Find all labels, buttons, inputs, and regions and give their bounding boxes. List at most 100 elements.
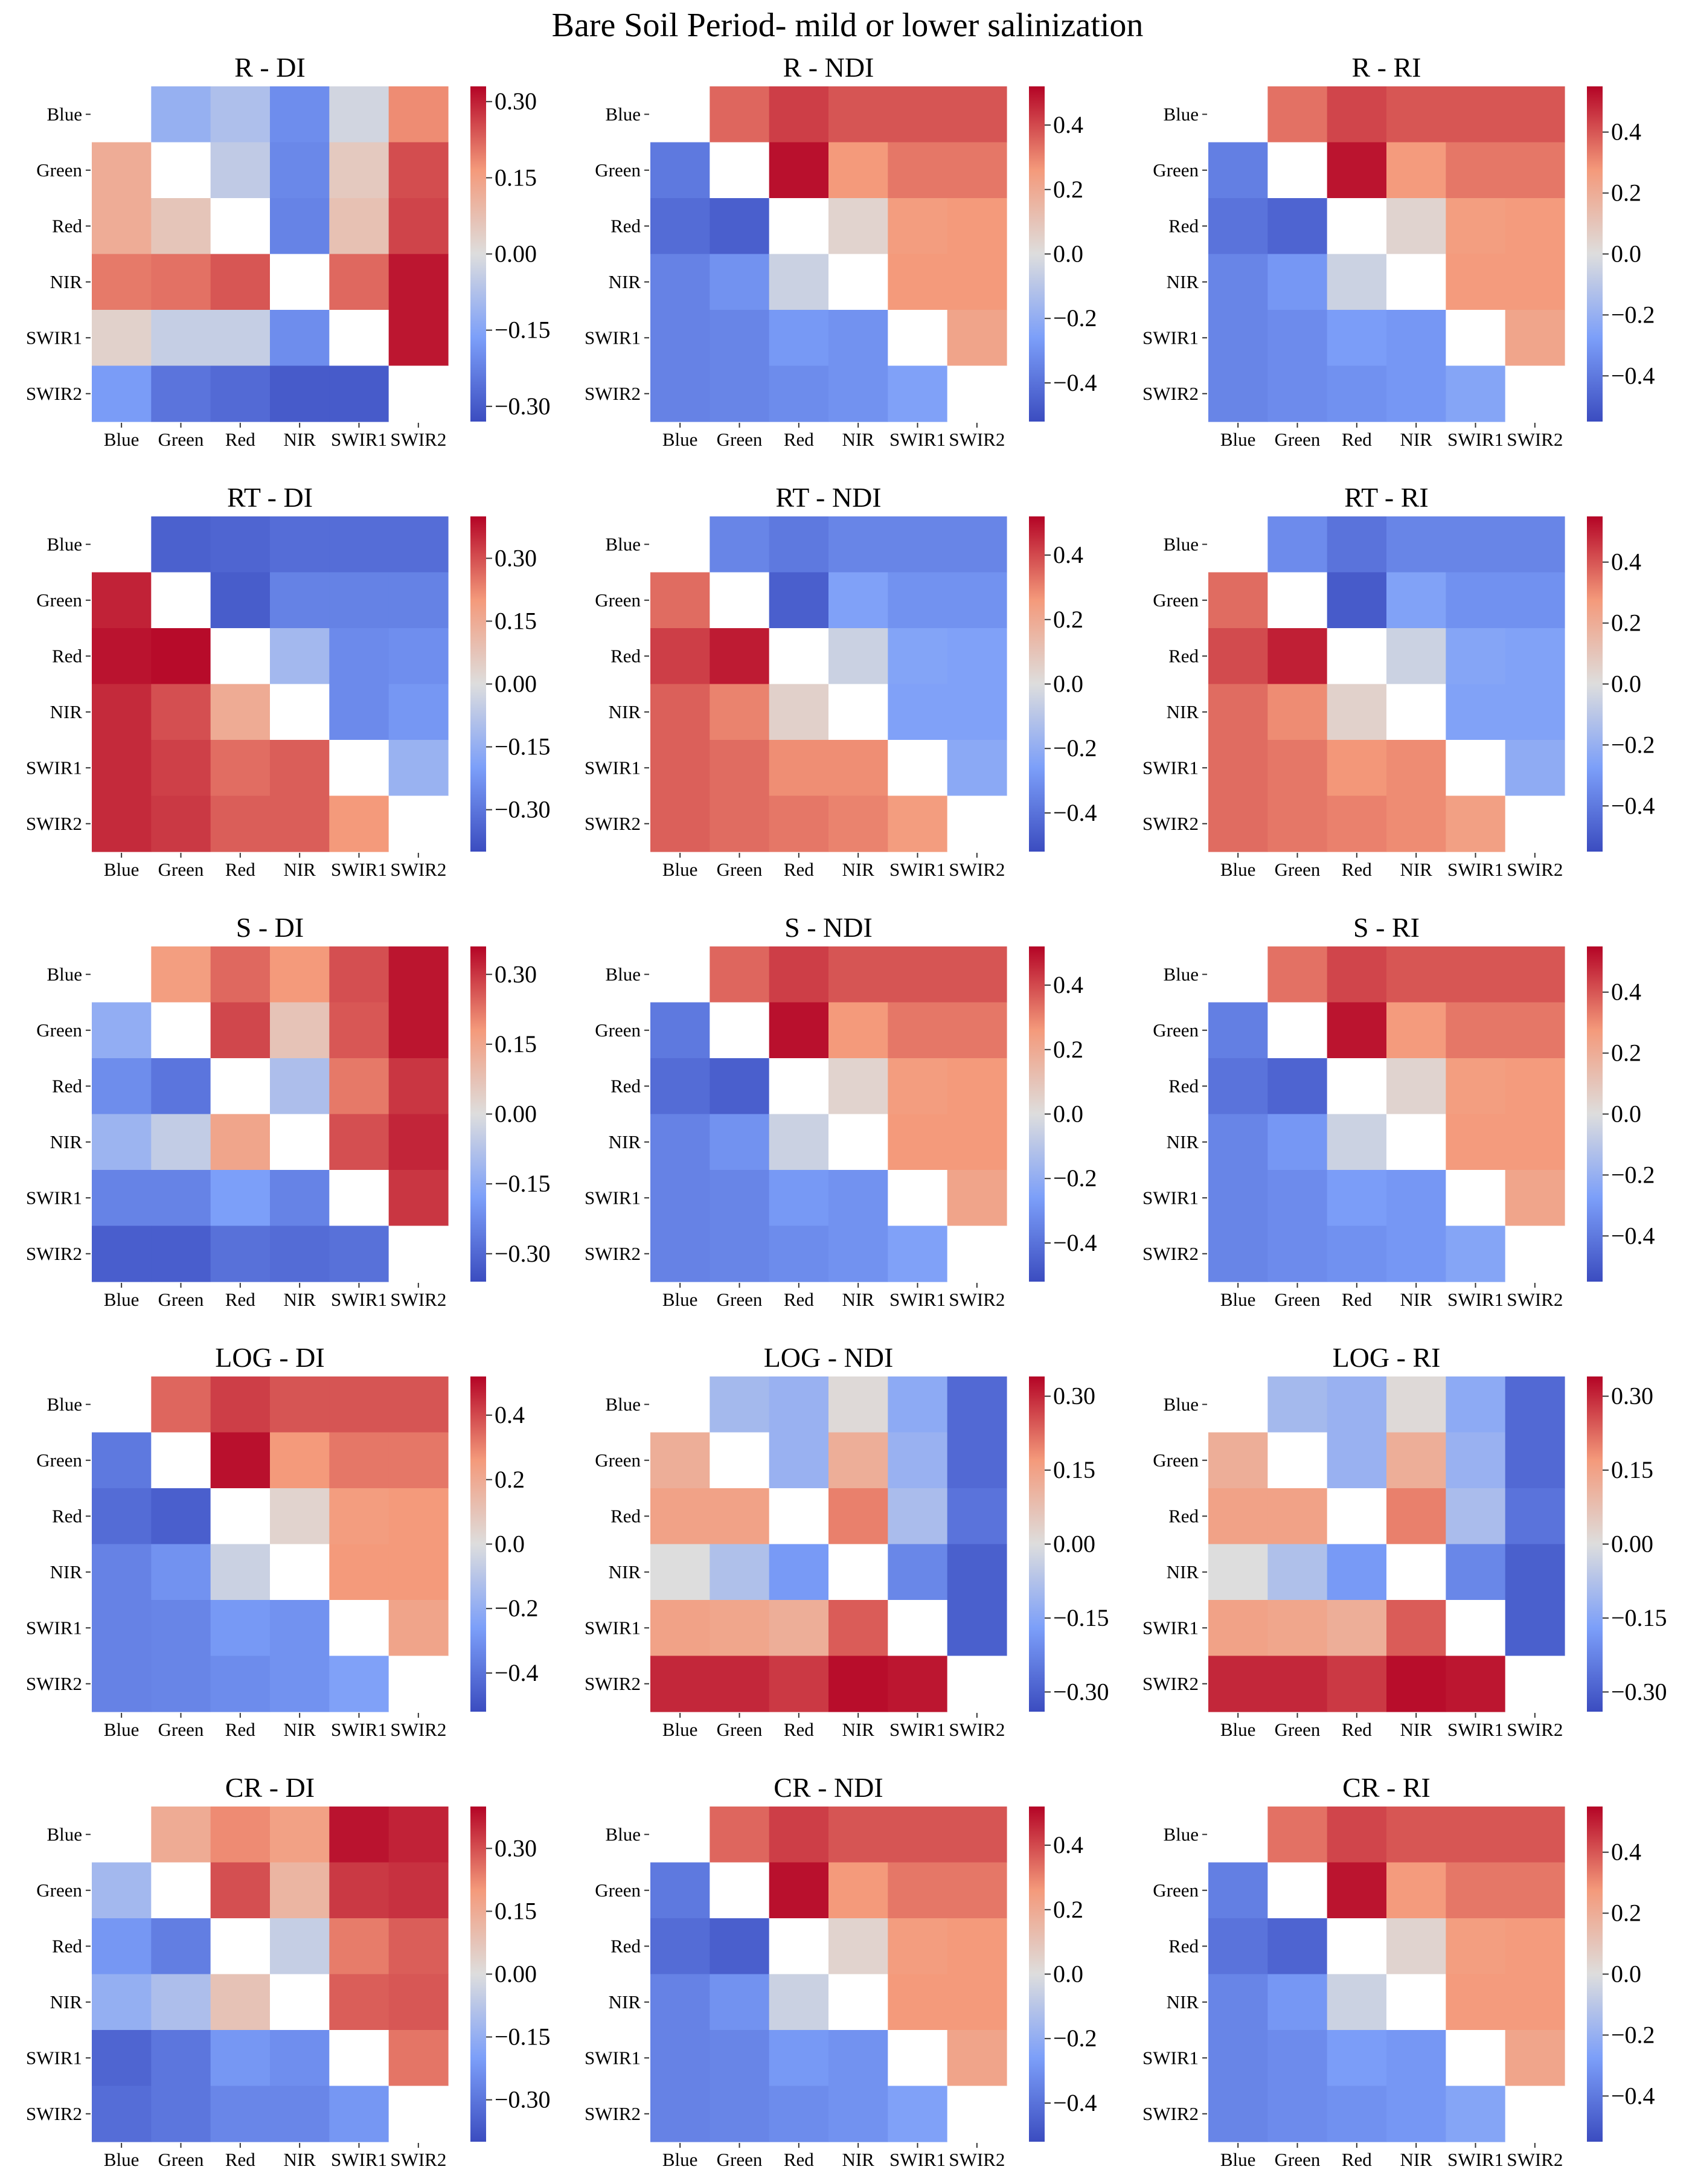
- heatmap-cell: [828, 1058, 888, 1115]
- heatmap-cell: [388, 2086, 449, 2142]
- heatmap-cell: [947, 1058, 1007, 1115]
- heatmap-cell: [151, 2030, 211, 2087]
- colorbar-tick-label: 0.0: [1053, 670, 1083, 698]
- heatmap-cell: [1386, 1058, 1446, 1115]
- heatmap-cell: [270, 1002, 330, 1059]
- y-tick-label: Blue: [605, 533, 641, 554]
- panel-title: S - DI: [236, 912, 304, 943]
- heatmap-cell: [947, 1114, 1007, 1171]
- heatmap-cell: [710, 628, 770, 685]
- heatmap-cell: [769, 1002, 829, 1059]
- heatmap-cell: [210, 1376, 271, 1433]
- heatmap-cell: [388, 628, 449, 685]
- colorbar-tick-label: 0.4: [495, 1401, 525, 1428]
- x-tick-label: Red: [1342, 2149, 1372, 2170]
- colorbar-tick-label: 0.30: [1053, 1383, 1095, 1410]
- heatmap-cell: [1327, 516, 1387, 573]
- heatmap-cell: [828, 1918, 888, 1975]
- colorbar-tick-label: 0.15: [495, 164, 537, 191]
- x-tick-label: Blue: [662, 859, 698, 880]
- heatmap-cell: [650, 1656, 710, 1712]
- heatmap-cell: [650, 1225, 710, 1282]
- heatmap-cell: [888, 1488, 948, 1545]
- x-tick-label: SWIR2: [1507, 859, 1563, 880]
- heatmap-cell: [1208, 1600, 1268, 1657]
- y-tick-label: Green: [595, 159, 641, 181]
- heatmap-cell: [650, 1170, 710, 1227]
- heatmap-cell: [947, 86, 1007, 143]
- x-tick-label: Red: [784, 429, 814, 450]
- colorbar-tick-label: −0.15: [1611, 1604, 1667, 1631]
- heatmap-cell: [1386, 1807, 1446, 1863]
- heatmap-cell: [1267, 1002, 1328, 1059]
- x-tick-label: NIR: [283, 1289, 316, 1310]
- heatmap-cell: [1267, 795, 1328, 852]
- heatmap-cell: [92, 365, 152, 422]
- x-tick-label: SWIR1: [331, 429, 387, 450]
- y-tick-label: SWIR2: [1142, 1673, 1199, 1694]
- colorbar-tick-label: −0.2: [1053, 304, 1097, 332]
- heatmap-cell: [388, 198, 449, 255]
- x-tick-label: Blue: [1220, 429, 1256, 450]
- colorbar-tick-label: 0.15: [1611, 1456, 1653, 1483]
- heatmap-cell: [1208, 1058, 1268, 1115]
- heatmap-cell: [650, 310, 710, 367]
- heatmap-cell: [710, 2030, 770, 2087]
- heatmap-cell: [769, 1376, 829, 1433]
- heatmap-cell: [151, 628, 211, 685]
- heatmap-cell: [769, 740, 829, 797]
- heatmap-cell: [650, 1918, 710, 1975]
- panel-title: CR - DI: [225, 1772, 315, 1803]
- heatmap-cell: [650, 198, 710, 255]
- heatmap-cell: [769, 1600, 829, 1657]
- heatmap-cell: [1386, 365, 1446, 422]
- y-tick-label: Red: [52, 1935, 82, 1956]
- heatmap-cell: [210, 1058, 271, 1115]
- heatmap-cell: [210, 572, 271, 629]
- heatmap-cell: [769, 1114, 829, 1171]
- heatmap-cell: [1446, 1114, 1506, 1171]
- heatmap-cell: [1327, 198, 1387, 255]
- heatmap-cell: [650, 1002, 710, 1059]
- x-tick-label: SWIR2: [949, 1289, 1005, 1310]
- y-tick-label: Green: [1153, 1020, 1199, 1041]
- heatmap-cell: [92, 1488, 152, 1545]
- x-tick-label: Green: [717, 429, 763, 450]
- panel-title: RT - DI: [227, 482, 313, 513]
- heatmap-cell: [270, 1432, 330, 1489]
- heatmap-cell: [947, 946, 1007, 1003]
- heatmap-cell: [1267, 142, 1328, 199]
- x-tick-label: Green: [717, 1719, 763, 1740]
- y-tick-label: SWIR1: [1142, 1187, 1199, 1208]
- x-tick-label: Red: [1342, 1289, 1372, 1310]
- heatmap-cell: [769, 254, 829, 310]
- heatmap-cell: [1446, 1807, 1506, 1863]
- heatmap-cell: [1327, 1376, 1387, 1433]
- heatmap-cell: [151, 2086, 211, 2142]
- x-tick-label: NIR: [1400, 1289, 1432, 1310]
- heatmap-cell: [650, 86, 710, 143]
- y-tick-label: Red: [1168, 1505, 1199, 1526]
- heatmap-cell: [1208, 1974, 1268, 2031]
- heatmap-cell: [270, 1376, 330, 1433]
- heatmap-cell: [1386, 516, 1446, 573]
- heatmap-cell: [1446, 1002, 1506, 1059]
- heatmap-cell: [888, 1225, 948, 1282]
- heatmap-cell: [388, 142, 449, 199]
- heatmap-cell: [92, 1656, 152, 1712]
- colorbar-tick-label: −0.2: [1611, 731, 1655, 758]
- colorbar-tick-label: 0.00: [495, 1100, 537, 1128]
- x-tick-label: Green: [717, 2149, 763, 2170]
- heatmap-cell: [1386, 1432, 1446, 1489]
- heatmap-cell: [151, 572, 211, 629]
- heatmap-cell: [210, 254, 271, 310]
- x-tick-label: Blue: [104, 1289, 139, 1310]
- heatmap-cell: [1267, 572, 1328, 629]
- heatmap-cell: [92, 1432, 152, 1489]
- colorbar-tick-label: 0.0: [1611, 240, 1641, 268]
- heatmap-cell: [1505, 795, 1565, 852]
- heatmap-cell: [329, 1600, 389, 1657]
- heatmap-cell: [151, 1807, 211, 1863]
- heatmap-cell: [1208, 2030, 1268, 2087]
